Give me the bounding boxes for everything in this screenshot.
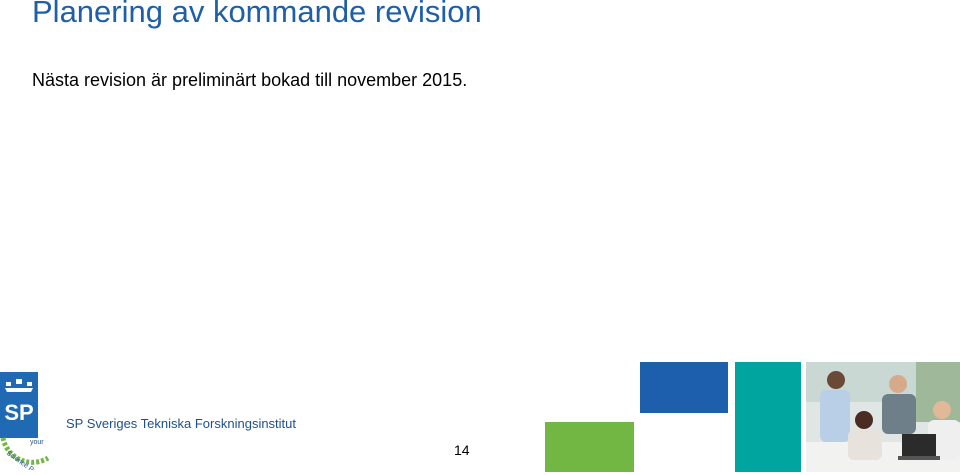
teal-decor-block [735,362,801,472]
organization-name: SP Sveriges Tekniska Forskningsinstitut [66,416,297,431]
sp-logo: SP your Science Partner [0,372,50,470]
blue-decor-block [640,362,728,413]
slide-title: Planering av kommande revision [32,0,482,29]
slide-body-text: Nästa revision är preliminärt bokad till… [32,70,468,90]
logo-letters: SP [4,400,33,425]
page-number: 14 [454,442,470,458]
svg-text:your: your [30,439,44,446]
green-decor-block [545,422,634,472]
team-photo [806,362,960,472]
